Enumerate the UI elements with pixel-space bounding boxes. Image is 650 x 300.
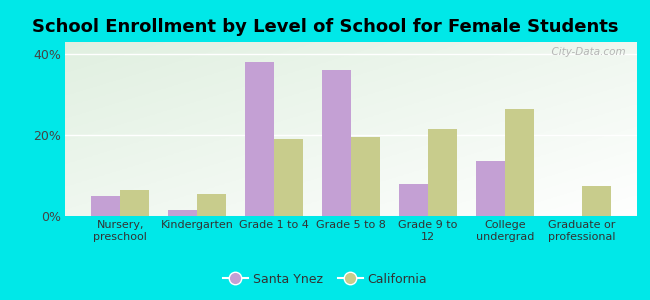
Bar bbox=[120, 190, 150, 216]
Bar bbox=[168, 210, 197, 216]
Bar bbox=[398, 184, 428, 216]
Bar bbox=[351, 137, 380, 216]
Text: School Enrollment by Level of School for Female Students: School Enrollment by Level of School for… bbox=[32, 18, 618, 36]
Legend: Santa Ynez, California: Santa Ynez, California bbox=[218, 268, 432, 291]
Bar bbox=[274, 139, 304, 216]
Bar bbox=[428, 129, 457, 216]
Bar bbox=[476, 161, 505, 216]
Text: City-Data.com: City-Data.com bbox=[545, 47, 625, 57]
Bar bbox=[322, 70, 351, 216]
Bar bbox=[505, 109, 534, 216]
Bar bbox=[197, 194, 226, 216]
Bar bbox=[582, 186, 611, 216]
Bar bbox=[91, 196, 120, 216]
Bar bbox=[245, 62, 274, 216]
